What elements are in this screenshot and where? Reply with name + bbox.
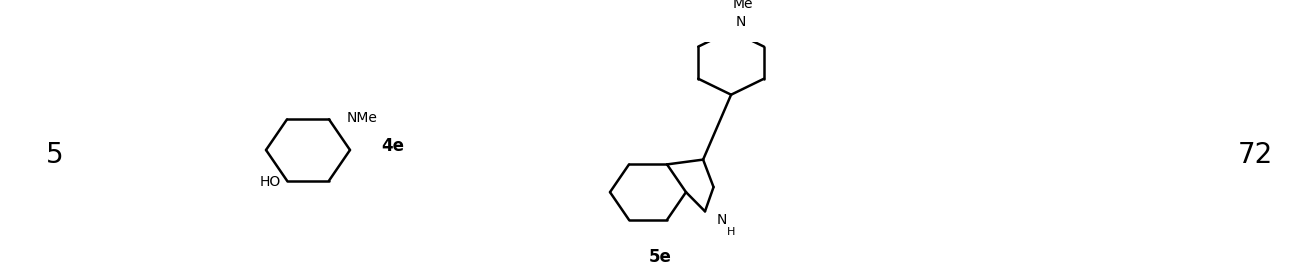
Text: 4e: 4e (381, 137, 403, 155)
Text: 72: 72 (1238, 141, 1272, 169)
Text: NMe: NMe (347, 111, 377, 125)
Text: N: N (717, 213, 727, 227)
Text: 5e: 5e (648, 248, 672, 266)
Text: N: N (736, 15, 747, 29)
Text: HO: HO (259, 175, 282, 189)
Text: Me: Me (734, 0, 753, 11)
Text: 5: 5 (46, 141, 64, 169)
Text: H: H (727, 226, 735, 237)
